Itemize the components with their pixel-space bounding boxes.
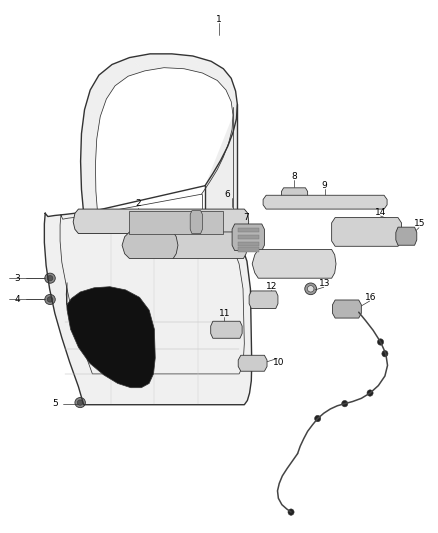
Text: 14: 14 [375,208,386,217]
Text: 11: 11 [219,309,230,318]
Polygon shape [263,195,387,209]
Polygon shape [130,211,223,233]
Polygon shape [211,61,226,90]
Polygon shape [217,133,233,169]
Polygon shape [252,249,336,278]
Polygon shape [214,246,230,252]
Text: 1: 1 [216,15,222,24]
Polygon shape [238,235,259,239]
Polygon shape [232,224,265,251]
Text: 12: 12 [266,281,277,290]
Polygon shape [172,54,202,73]
Polygon shape [84,213,98,229]
Polygon shape [99,64,128,86]
Ellipse shape [75,398,85,408]
Polygon shape [205,104,237,232]
Text: 16: 16 [365,293,376,302]
Polygon shape [90,75,115,99]
Polygon shape [232,91,237,130]
Text: 5: 5 [53,399,58,408]
Polygon shape [85,90,106,117]
Polygon shape [73,209,249,233]
Polygon shape [44,213,252,405]
Polygon shape [193,56,217,80]
Text: 7: 7 [244,213,249,222]
Polygon shape [223,69,231,102]
Text: 8: 8 [291,172,297,181]
Text: 6: 6 [224,190,230,199]
Ellipse shape [314,415,321,422]
Polygon shape [223,119,237,157]
Text: 15: 15 [414,220,426,229]
Ellipse shape [47,276,53,281]
Text: 4: 4 [14,295,20,304]
Ellipse shape [78,400,83,405]
Ellipse shape [45,273,55,283]
Ellipse shape [382,351,388,357]
Ellipse shape [71,226,79,235]
Polygon shape [150,54,184,69]
Ellipse shape [47,297,53,302]
Polygon shape [81,189,98,213]
Text: 9: 9 [322,181,328,190]
Text: 10: 10 [273,358,285,367]
Polygon shape [209,147,228,182]
Polygon shape [166,232,248,259]
Ellipse shape [307,286,314,292]
Text: 3: 3 [14,273,20,282]
Ellipse shape [45,294,55,304]
Polygon shape [332,217,402,246]
Polygon shape [130,54,164,71]
Polygon shape [112,58,145,76]
Polygon shape [231,78,236,115]
Ellipse shape [288,509,294,515]
Polygon shape [396,227,417,245]
Polygon shape [238,228,259,232]
Polygon shape [282,188,307,200]
Polygon shape [211,321,242,338]
Polygon shape [238,241,259,246]
Polygon shape [66,282,155,387]
Text: 13: 13 [319,279,330,288]
Polygon shape [190,211,202,233]
Ellipse shape [73,228,77,232]
Polygon shape [81,110,100,139]
Ellipse shape [188,237,229,253]
Polygon shape [81,134,97,165]
Ellipse shape [274,255,320,272]
Ellipse shape [342,400,348,407]
Polygon shape [81,161,96,191]
Text: 2: 2 [135,199,141,208]
Polygon shape [201,160,221,194]
Polygon shape [332,300,361,318]
Polygon shape [238,356,267,371]
Polygon shape [249,291,278,309]
Polygon shape [238,247,259,252]
Ellipse shape [305,283,317,295]
Polygon shape [122,232,178,259]
Ellipse shape [378,339,384,345]
Polygon shape [214,241,230,246]
Polygon shape [229,104,237,143]
Ellipse shape [367,390,373,396]
